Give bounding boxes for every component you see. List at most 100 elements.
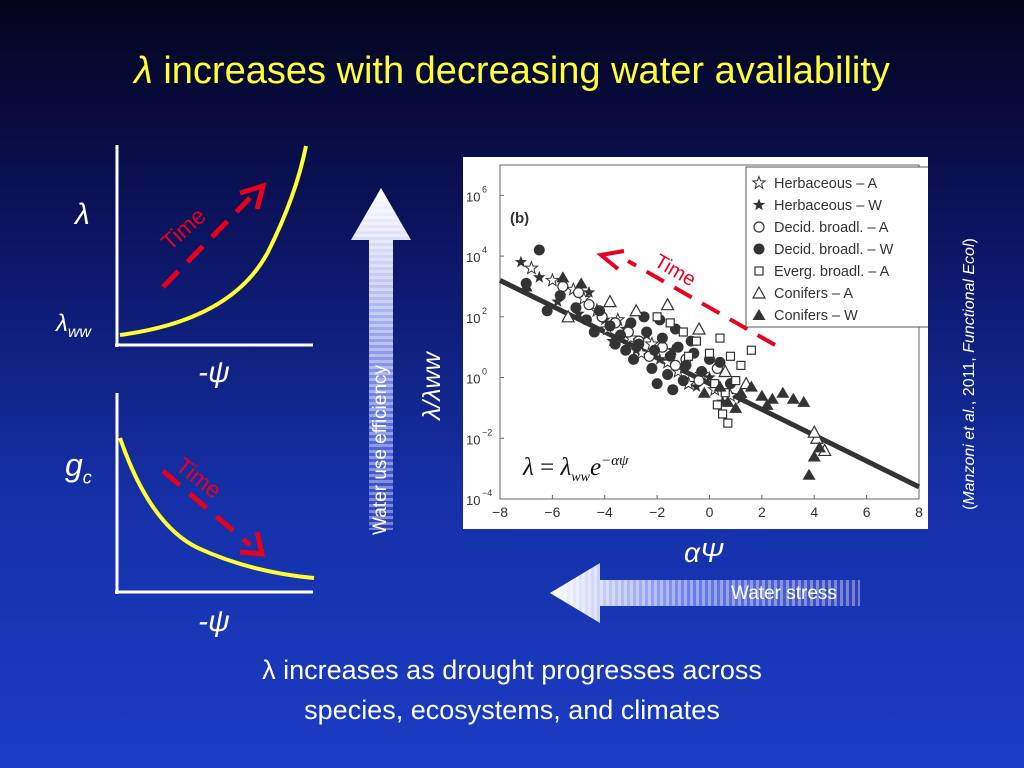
data-point <box>665 318 675 328</box>
data-point <box>677 375 689 387</box>
data-point <box>786 392 800 404</box>
panel-label: (b) <box>510 210 529 227</box>
equation-part: ww <box>571 470 590 485</box>
data-point <box>514 255 528 268</box>
data-point <box>533 244 545 256</box>
data-point <box>723 418 733 428</box>
data-point <box>731 375 741 386</box>
gc-symbol: g <box>65 447 83 483</box>
data-point <box>744 380 758 392</box>
data-point <box>712 400 722 410</box>
data-point <box>641 326 653 338</box>
x-tick-label: 6 <box>863 504 871 520</box>
data-point <box>614 329 626 341</box>
wue-label: Water use efficiency <box>370 364 391 535</box>
y-tick-label: 10 <box>466 372 480 387</box>
data-point <box>652 312 662 322</box>
data-point <box>662 369 674 381</box>
data-point <box>519 280 533 292</box>
lambda-ww-sub: ww <box>67 323 91 341</box>
bottom-y-label: gc <box>65 447 92 488</box>
legend-label: Everg. broadl. – A <box>774 264 890 280</box>
data-point <box>734 392 748 405</box>
data-point <box>714 356 726 368</box>
citation-authors: Manzoni et al. <box>961 405 978 505</box>
data-point <box>604 320 616 332</box>
y-tick-exponent: 0 <box>482 367 487 377</box>
x-tick-label: −8 <box>492 504 508 520</box>
top-sketch-curve <box>119 145 308 337</box>
data-point <box>580 314 592 326</box>
legend-marker <box>753 243 765 255</box>
data-point <box>533 270 546 283</box>
data-point <box>556 271 570 283</box>
data-point <box>630 343 643 356</box>
data-point <box>646 362 658 374</box>
data-point <box>594 305 606 317</box>
chart-x-label: αΨ <box>684 537 724 568</box>
y-tick-exponent: 6 <box>482 184 487 194</box>
data-point <box>725 351 736 361</box>
data-point <box>718 364 733 378</box>
data-point <box>807 450 821 462</box>
y-tick-label: 10 <box>466 432 480 447</box>
data-point <box>697 386 711 398</box>
data-point <box>680 359 692 371</box>
data-point <box>561 309 576 323</box>
equation-part: λ <box>522 454 534 481</box>
footer-line-1: λ increases as drought progresses across <box>262 655 762 685</box>
footer-line-2: species, ecosystems, and climates <box>304 695 720 725</box>
data-point <box>746 345 756 355</box>
legend-label: Conifers – A <box>774 286 853 302</box>
x-tick-label: −2 <box>649 504 665 520</box>
data-point <box>649 344 661 356</box>
data-point <box>765 392 779 404</box>
chart-time-label: Time <box>651 250 700 291</box>
data-point <box>669 359 682 371</box>
y-tick-label: 10 <box>466 250 480 265</box>
data-point <box>588 326 600 338</box>
data-point <box>557 280 569 293</box>
chart-y-label: λ/λww <box>418 352 447 420</box>
data-point <box>629 303 644 317</box>
equation: λ = λwwe−αψ <box>522 453 629 485</box>
y-tick-label: 10 <box>466 311 480 326</box>
data-point <box>802 468 816 480</box>
top-time-arrow <box>161 182 267 289</box>
data-point <box>797 395 811 407</box>
legend-marker <box>753 221 765 233</box>
data-point <box>660 297 675 311</box>
x-tick-label: −6 <box>544 504 560 520</box>
data-point <box>628 353 640 365</box>
data-point <box>812 441 826 453</box>
data-point <box>609 338 621 350</box>
data-point <box>523 260 539 275</box>
data-point <box>717 409 728 419</box>
data-point <box>720 388 730 398</box>
data-point <box>651 378 663 390</box>
chart-time-arrow-head <box>596 249 625 271</box>
legend-marker <box>751 285 767 299</box>
legend-box <box>745 166 950 328</box>
y-tick-label: 10 <box>466 493 480 508</box>
footer: λ increases as drought progresses across… <box>0 650 1024 730</box>
water-stress-left-arrow <box>550 563 860 623</box>
data-point <box>572 307 585 319</box>
data-point <box>602 294 617 308</box>
data-point <box>760 398 774 410</box>
y-tick-exponent: −2 <box>482 427 492 437</box>
data-point <box>721 395 735 407</box>
data-point <box>736 360 746 370</box>
data-point <box>574 277 588 289</box>
data-point <box>696 365 708 377</box>
data-point <box>653 352 666 365</box>
y-tick-exponent: 2 <box>482 306 487 316</box>
data-point <box>713 380 727 392</box>
data-point <box>755 389 769 401</box>
data-point <box>625 317 637 329</box>
citation: (Manzoni et al., 2011, Functional Ecol) <box>961 238 979 510</box>
data-point <box>776 386 790 398</box>
title-symbol: λ <box>134 50 153 92</box>
